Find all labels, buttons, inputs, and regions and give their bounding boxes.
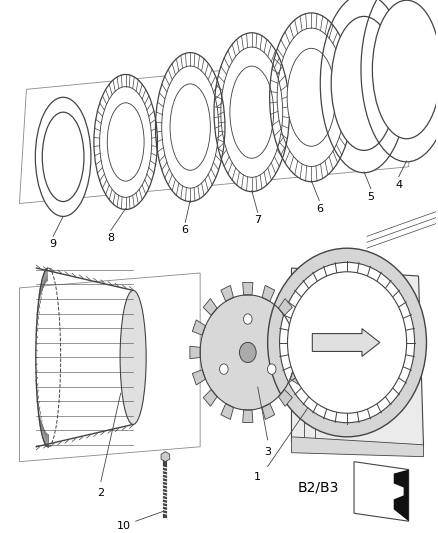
Polygon shape [192,370,205,385]
Ellipse shape [42,112,84,201]
Polygon shape [243,282,253,295]
Polygon shape [290,370,303,385]
Ellipse shape [94,75,157,209]
Text: 1: 1 [254,472,261,482]
Ellipse shape [155,53,225,201]
Polygon shape [279,298,293,316]
Polygon shape [221,285,233,301]
Text: 6: 6 [182,225,189,236]
Polygon shape [290,320,303,335]
FancyArrow shape [312,329,380,357]
Ellipse shape [240,342,256,362]
Polygon shape [262,285,275,301]
Ellipse shape [200,295,296,410]
Text: 3: 3 [264,447,271,457]
Text: 7: 7 [254,215,261,225]
Polygon shape [291,268,424,447]
Ellipse shape [268,364,276,374]
Polygon shape [192,320,205,335]
Ellipse shape [35,98,91,216]
Ellipse shape [244,314,252,324]
Ellipse shape [214,33,290,191]
Polygon shape [203,298,217,316]
Ellipse shape [361,0,438,162]
Ellipse shape [268,248,427,437]
Text: 10: 10 [117,521,131,531]
Polygon shape [394,470,409,521]
Polygon shape [291,437,424,457]
Text: 6: 6 [316,204,323,214]
Ellipse shape [287,272,406,413]
Ellipse shape [170,84,210,170]
Ellipse shape [331,17,397,150]
Text: 5: 5 [367,191,374,201]
Ellipse shape [120,290,146,424]
Text: 9: 9 [49,239,57,249]
Ellipse shape [320,0,408,173]
Ellipse shape [219,364,228,374]
Ellipse shape [107,103,144,181]
Ellipse shape [270,13,353,182]
Ellipse shape [287,49,336,146]
Polygon shape [295,346,306,359]
Ellipse shape [279,262,415,423]
Text: 2: 2 [97,488,104,498]
Text: 8: 8 [107,233,114,243]
Ellipse shape [372,0,438,139]
Text: B2/B3: B2/B3 [297,481,339,495]
Polygon shape [190,346,200,359]
Polygon shape [279,390,293,406]
Ellipse shape [230,66,274,158]
Polygon shape [161,452,170,462]
Polygon shape [243,410,253,423]
Polygon shape [221,403,233,419]
Text: 4: 4 [395,180,402,190]
Polygon shape [203,390,217,406]
Polygon shape [262,403,275,419]
